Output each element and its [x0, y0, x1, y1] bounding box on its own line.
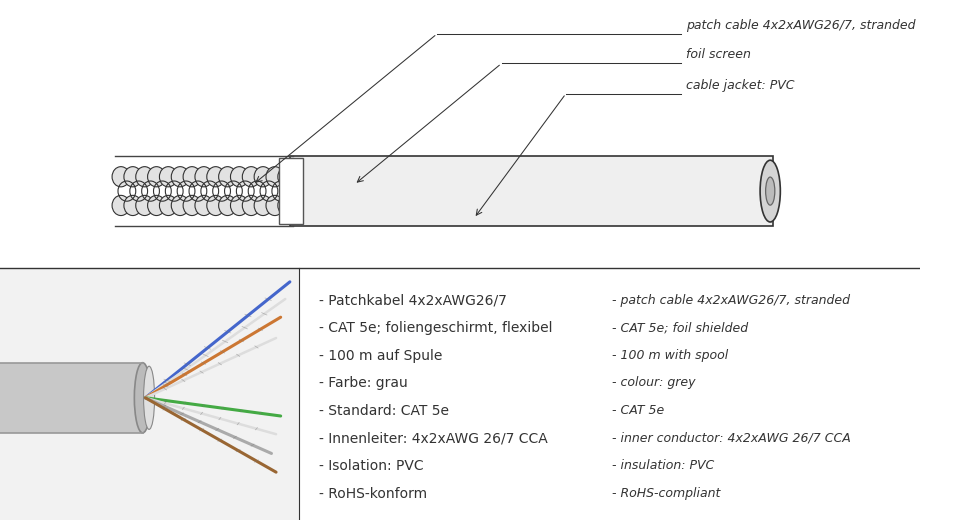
- Text: - CAT 5e: - CAT 5e: [612, 404, 664, 417]
- Ellipse shape: [183, 166, 201, 187]
- Ellipse shape: [195, 166, 213, 187]
- Ellipse shape: [206, 166, 225, 187]
- Ellipse shape: [144, 366, 155, 430]
- Ellipse shape: [230, 166, 249, 187]
- Ellipse shape: [277, 196, 296, 216]
- Ellipse shape: [219, 196, 236, 216]
- Ellipse shape: [148, 166, 165, 187]
- Ellipse shape: [112, 196, 130, 216]
- Ellipse shape: [242, 196, 260, 216]
- Text: - Innenleiter: 4x2xAWG 26/7 CCA: - Innenleiter: 4x2xAWG 26/7 CCA: [320, 432, 548, 446]
- Ellipse shape: [124, 196, 142, 216]
- FancyBboxPatch shape: [290, 156, 773, 226]
- Ellipse shape: [242, 166, 260, 187]
- Ellipse shape: [206, 196, 225, 216]
- Ellipse shape: [171, 166, 189, 187]
- Text: - inner conductor: 4x2xAWG 26/7 CCA: - inner conductor: 4x2xAWG 26/7 CCA: [612, 432, 851, 445]
- Text: - CAT 5e; foil shielded: - CAT 5e; foil shielded: [612, 321, 748, 334]
- Ellipse shape: [254, 196, 272, 216]
- Ellipse shape: [766, 177, 775, 205]
- Ellipse shape: [159, 166, 178, 187]
- Text: - insulation: PVC: - insulation: PVC: [612, 459, 714, 472]
- Ellipse shape: [760, 160, 780, 222]
- Text: - 100 m with spool: - 100 m with spool: [612, 349, 729, 362]
- Text: - Patchkabel 4x2xAWG26/7: - Patchkabel 4x2xAWG26/7: [320, 294, 507, 308]
- Text: - Standard: CAT 5e: - Standard: CAT 5e: [320, 404, 449, 418]
- Ellipse shape: [183, 196, 201, 216]
- Ellipse shape: [195, 196, 213, 216]
- Ellipse shape: [266, 196, 284, 216]
- Ellipse shape: [112, 166, 130, 187]
- Text: - colour: grey: - colour: grey: [612, 376, 695, 389]
- Ellipse shape: [266, 166, 284, 187]
- Ellipse shape: [124, 166, 142, 187]
- Text: - patch cable 4x2xAWG26/7, stranded: - patch cable 4x2xAWG26/7, stranded: [612, 294, 850, 307]
- Ellipse shape: [171, 196, 189, 216]
- Text: - CAT 5e; foliengeschirmt, flexibel: - CAT 5e; foliengeschirmt, flexibel: [320, 321, 553, 335]
- Text: cable jacket: PVC: cable jacket: PVC: [685, 79, 794, 92]
- Ellipse shape: [134, 363, 151, 433]
- Ellipse shape: [159, 196, 178, 216]
- Text: - RoHS-konform: - RoHS-konform: [320, 487, 427, 501]
- Ellipse shape: [219, 166, 236, 187]
- FancyBboxPatch shape: [0, 268, 300, 520]
- Ellipse shape: [135, 166, 154, 187]
- Ellipse shape: [230, 196, 249, 216]
- Text: - 100 m auf Spule: - 100 m auf Spule: [320, 349, 443, 363]
- Text: patch cable 4x2xAWG26/7, stranded: patch cable 4x2xAWG26/7, stranded: [685, 19, 915, 32]
- Text: - Isolation: PVC: - Isolation: PVC: [320, 459, 424, 473]
- Ellipse shape: [148, 196, 165, 216]
- FancyBboxPatch shape: [278, 158, 302, 224]
- Text: - RoHS-compliant: - RoHS-compliant: [612, 487, 720, 500]
- Ellipse shape: [277, 166, 296, 187]
- Ellipse shape: [254, 166, 272, 187]
- Text: foil screen: foil screen: [685, 48, 751, 61]
- Text: - Farbe: grau: - Farbe: grau: [320, 376, 408, 391]
- Ellipse shape: [135, 196, 154, 216]
